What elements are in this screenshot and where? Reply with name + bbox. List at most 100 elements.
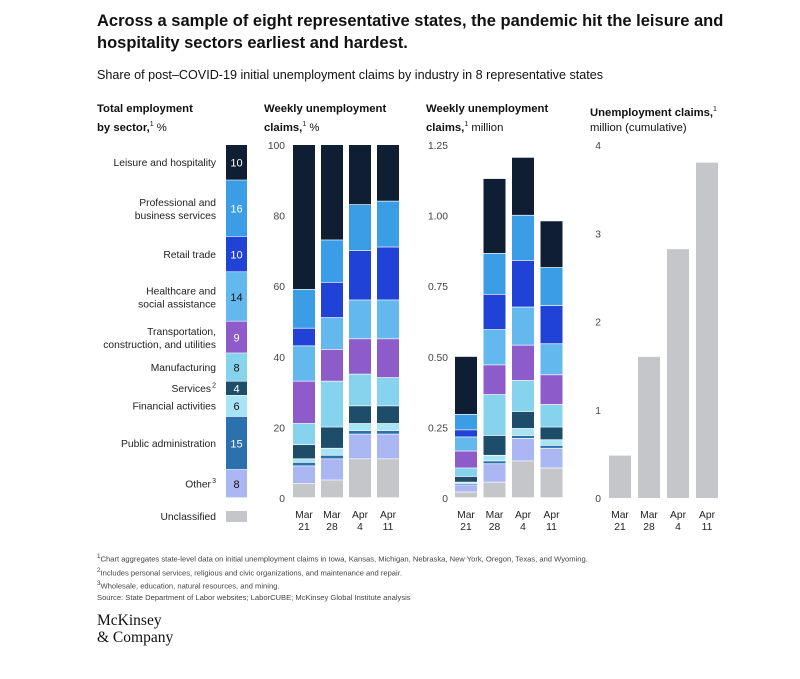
x-tick-label-apr-11-day: 11 [383, 522, 394, 533]
panel-header-line2: by sector, [97, 121, 150, 134]
employment-value-financial-activities: 6 [233, 401, 239, 413]
x-tick-label-apr-11-month: Apr [380, 510, 397, 521]
logo-line2: & Company [97, 629, 174, 646]
x-tick-label-mar-21-day: 21 [298, 522, 310, 533]
sector-label-transportation-construction-and-utilities-line1: Transportation, [147, 327, 216, 338]
claims-million-bar-apr-4-financial-activities [512, 428, 534, 436]
claims-million-bar-apr-4-leisure-and-hospitality [512, 157, 534, 215]
panel-header-sup: 1 [302, 121, 307, 128]
claims-pct-y-tick-20: 20 [274, 423, 286, 434]
x-tick-label-apr-11-month: Apr [699, 510, 716, 521]
x-tick-label-apr-4-month: Apr [670, 510, 687, 521]
claims-pct-bar-mar-21-public-administration [293, 462, 315, 466]
employment-segment-financial-activities [226, 395, 247, 417]
employment-value-public-administration: 15 [230, 438, 242, 450]
footnote-2: 2Includes personal services, religious a… [97, 566, 402, 578]
claims-million-bar-mar-28-transportation-construction-and-utilities [483, 365, 506, 395]
claims-million-bar-apr-4-transportation-construction-and-utilities [512, 345, 534, 381]
claims-pct-y-tick-60: 60 [274, 282, 286, 293]
claims-million-bar-mar-28-healthcare-and-social-assistance [483, 329, 506, 365]
panel-header-weekly-claims-million: Weekly unemployment claims,1 million [426, 102, 548, 136]
claims-pct-bar-apr-4-other [349, 434, 371, 459]
claims-pct-bar-apr-4-manufacturing [349, 374, 371, 406]
panel-header-line1: Total employment [97, 103, 193, 115]
claims-million-bar-apr-4-professional-and-business-services [512, 215, 534, 261]
claims-pct-bar-mar-28-professional-and-business-services [321, 240, 343, 282]
claims-million-bar-apr-4-services [512, 411, 534, 429]
claims-pct-bar-apr-11-unclassified [377, 459, 399, 498]
panel-header-total-employment: Total employment by sector,1 % [97, 102, 193, 136]
claims-pct-bar-apr-11-financial-activities [377, 423, 399, 431]
claims-pct-bar-mar-21-retail-trade [293, 328, 315, 346]
claims-million-y-tick-0-75: 0.75 [428, 282, 448, 293]
claims-pct-bar-mar-28-retail-trade [321, 282, 343, 318]
cumulative-y-tick-4: 4 [595, 141, 601, 152]
claims-million-bar-apr-11-manufacturing [540, 404, 563, 427]
claims-million-bar-apr-11-public-administration [540, 445, 563, 448]
panel-header-weekly-claims-pct: Weekly unemployment claims,1 % [264, 102, 386, 136]
claims-pct-bar-apr-4-transportation-construction-and-utilities [349, 339, 371, 374]
chart-subtitle: Share of post–COVID-19 initial unemploym… [97, 68, 604, 82]
x-tick-label-apr-4-day: 4 [520, 522, 526, 533]
cumulative-y-tick-0: 0 [595, 494, 601, 505]
unclassified-legend-swatch [226, 511, 247, 522]
claims-pct-y-tick-0: 0 [279, 494, 285, 505]
claims-pct-bar-apr-4-leisure-and-hospitality [349, 145, 371, 205]
claims-pct-bar-apr-11-other [377, 434, 399, 459]
x-tick-label-mar-21-day: 21 [614, 522, 626, 533]
x-tick-label-apr-11-month: Apr [543, 510, 560, 521]
claims-pct-y-tick-100: 100 [268, 141, 285, 152]
employment-value-leisure-and-hospitality: 10 [230, 158, 242, 170]
claims-million-bar-mar-28-retail-trade [483, 294, 506, 330]
cumulative-y-tick-3: 3 [595, 229, 601, 240]
claims-million-y-tick-1-00: 1.00 [428, 212, 448, 223]
claims-pct-bar-mar-21-manufacturing [293, 423, 315, 445]
claims-pct-bar-mar-28-financial-activities [321, 448, 343, 455]
claims-pct-bar-mar-28-public-administration [321, 455, 343, 459]
panel-header-line2: claims, [426, 121, 465, 134]
claims-million-y-tick-1-25: 1.25 [428, 141, 448, 152]
claims-pct-bar-mar-28-healthcare-and-social-assistance [321, 317, 343, 350]
chart-title: Across a sample of eight representative … [97, 12, 724, 52]
x-tick-label-apr-4-month: Apr [515, 510, 532, 521]
cumulative-bar-mar-21 [609, 455, 631, 498]
employment-value-manufacturing: 8 [233, 362, 239, 374]
claims-pct-bar-mar-21-other [293, 466, 315, 484]
claims-million-bar-mar-28-public-administration [483, 461, 506, 464]
claims-million-bar-apr-11-retail-trade [540, 305, 563, 344]
claims-pct-bar-apr-4-healthcare-and-social-assistance [349, 300, 371, 339]
x-tick-label-apr-4-day: 4 [357, 522, 363, 533]
claims-pct-bar-apr-4-retail-trade [349, 250, 371, 300]
claims-million-bar-mar-28-leisure-and-hospitality [483, 178, 506, 254]
sector-label-other: Other [185, 479, 211, 490]
sector-label-public-administration: Public administration [121, 439, 216, 450]
panel-header-unit: million [468, 121, 504, 134]
claims-million-bar-mar-21-manufacturing [455, 468, 477, 477]
claims-million-bar-mar-21-transportation-construction-and-utilities [455, 451, 477, 468]
sector-label-healthcare-and-social-assistance-line2: social assistance [138, 299, 216, 310]
employment-segment-manufacturing [226, 353, 247, 381]
x-tick-label-mar-28-month: Mar [486, 510, 504, 521]
footnote-1: 1Chart aggregates state-level data on in… [97, 553, 588, 564]
claims-pct-bar-apr-11-public-administration [377, 430, 399, 434]
claims-million-bar-mar-21-healthcare-and-social-assistance [455, 437, 477, 451]
claims-pct-bar-mar-28-transportation-construction-and-utilities [321, 349, 343, 381]
unclassified-legend-label: Unclassified [160, 512, 216, 523]
claims-pct-bar-apr-11-retail-trade [377, 247, 399, 300]
sector-label-leisure-and-hospitality: Leisure and hospitality [114, 158, 217, 169]
claims-million-bar-apr-11-other [540, 448, 563, 468]
employment-segment-professional-and-business-services [226, 180, 247, 237]
cumulative-bar-apr-4 [667, 249, 689, 498]
employment-value-professional-and-business-services: 16 [230, 204, 242, 216]
claims-pct-bar-mar-21-healthcare-and-social-assistance [293, 346, 315, 381]
sector-label-financial-activities: Financial activities [132, 402, 216, 413]
sector-label-professional-and-business-services-line2: business services [135, 211, 216, 222]
x-tick-label-mar-21-month: Mar [611, 510, 629, 521]
claims-pct-bar-apr-4-financial-activities [349, 423, 371, 431]
x-tick-label-mar-21-month: Mar [457, 510, 475, 521]
claims-pct-bar-mar-21-leisure-and-hospitality [293, 145, 315, 290]
claims-million-bar-mar-21-professional-and-business-services [455, 414, 477, 430]
claims-million-bar-apr-4-other [512, 438, 534, 461]
x-tick-label-mar-28-month: Mar [640, 510, 658, 521]
x-tick-label-mar-21-day: 21 [460, 522, 472, 533]
